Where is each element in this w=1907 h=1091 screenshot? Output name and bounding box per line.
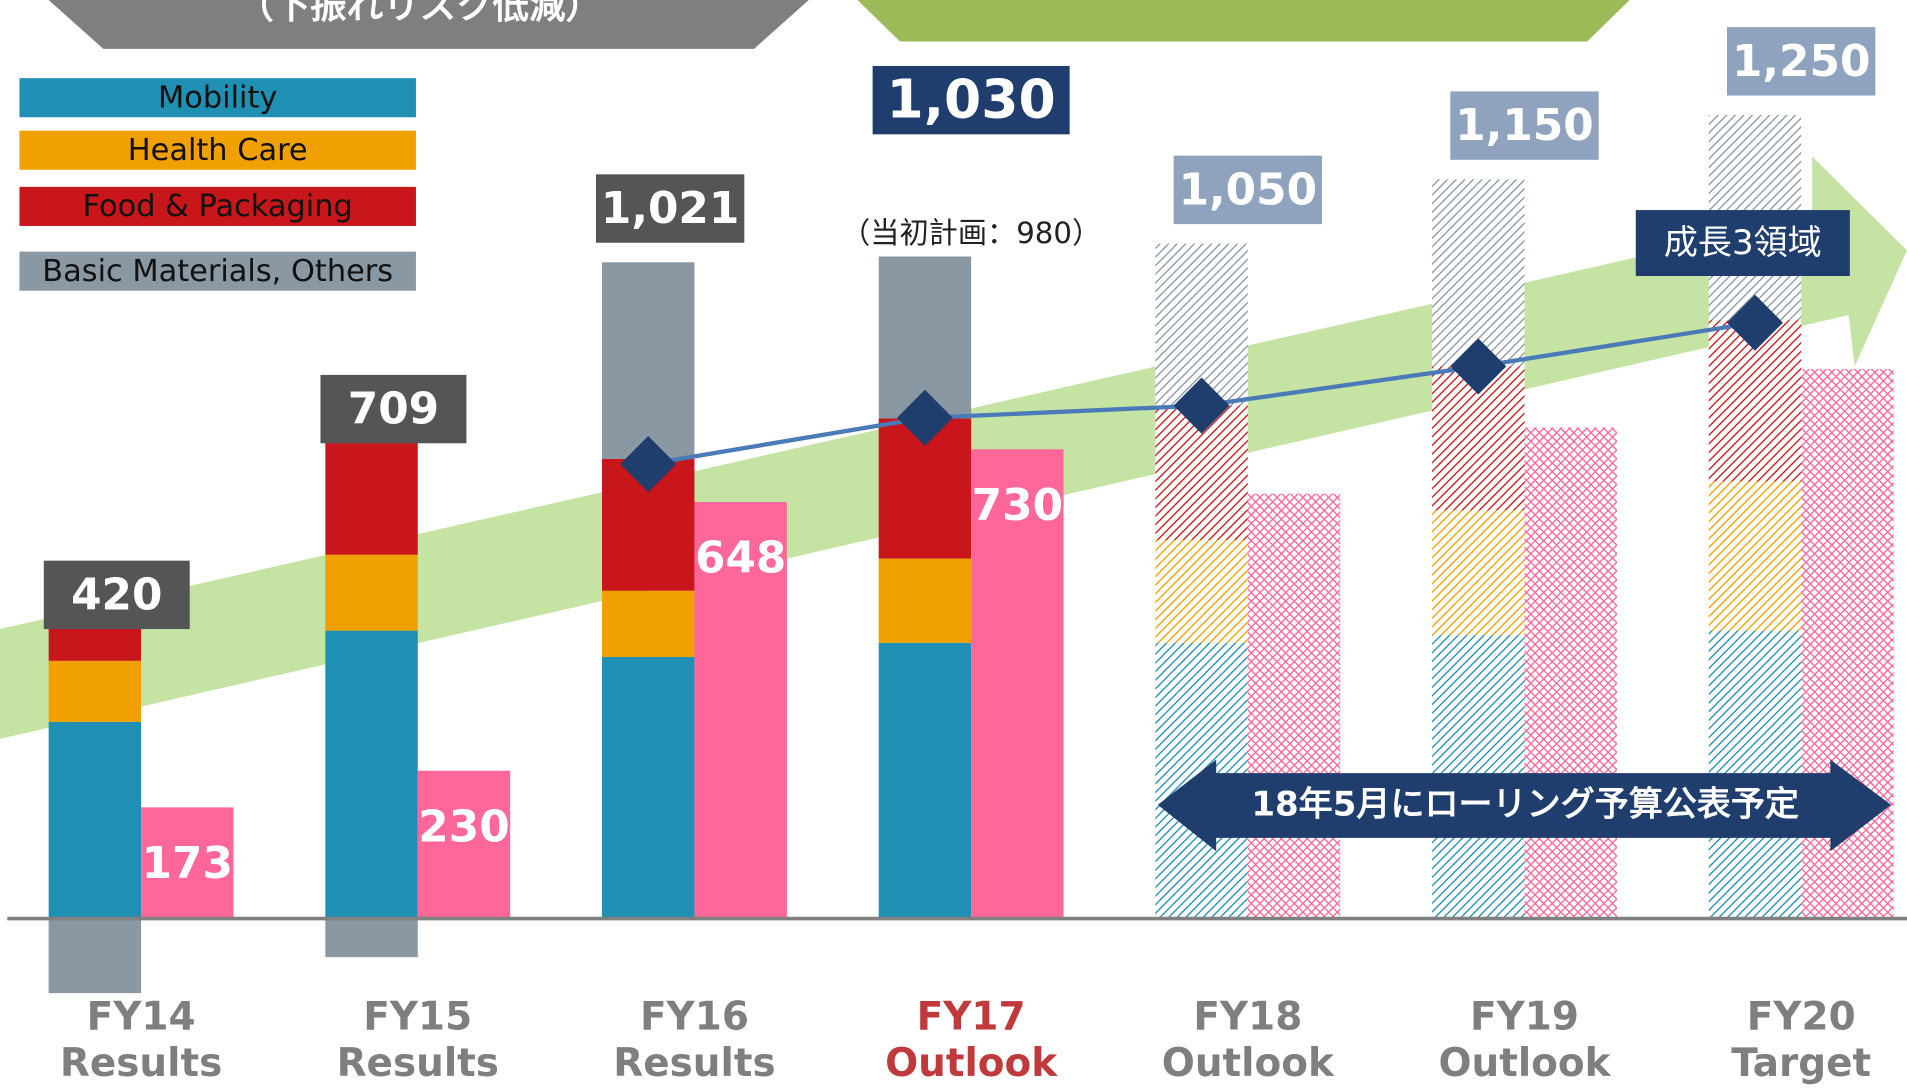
x-tick-line: Results bbox=[60, 1040, 222, 1085]
bar-segment bbox=[325, 630, 418, 919]
x-tick-label: FY14 Results bbox=[60, 994, 222, 1086]
legend-swatch bbox=[19, 130, 416, 170]
bar-segment bbox=[48, 918, 142, 994]
bar-segment bbox=[325, 918, 418, 958]
x-tick-line: FY16 bbox=[640, 994, 749, 1039]
growth-label: 成長3領域 bbox=[1664, 223, 1822, 263]
side-bar bbox=[417, 770, 511, 919]
total-label: 709 bbox=[348, 383, 439, 434]
total-box bbox=[1450, 91, 1599, 160]
trend-marker bbox=[1173, 377, 1230, 434]
side-bar bbox=[1524, 427, 1617, 919]
x-tick-line: FY18 bbox=[1193, 994, 1302, 1039]
rolling-note: 18年5月にローリング予算公表予定 bbox=[1251, 785, 1799, 825]
x-tick-label: FY17 Outlook bbox=[885, 994, 1058, 1086]
x-tick-label: FY15 Results bbox=[337, 994, 499, 1086]
bar-segment bbox=[1432, 179, 1525, 367]
x-tick-line: FY20 bbox=[1747, 994, 1856, 1039]
bar-segment bbox=[602, 262, 695, 459]
trend-marker bbox=[896, 389, 953, 446]
bar-segment bbox=[602, 590, 695, 657]
side-bar bbox=[694, 502, 787, 919]
legend-label: Mobility bbox=[158, 80, 277, 115]
total-label: 420 bbox=[71, 569, 162, 620]
bar-segment bbox=[48, 660, 142, 722]
side-bar bbox=[971, 449, 1064, 919]
side-bar-label: 648 bbox=[695, 533, 786, 584]
legend-label: Basic Materials, Others bbox=[42, 254, 393, 289]
bar-segment bbox=[878, 558, 972, 643]
growth-box bbox=[1635, 210, 1850, 277]
rolling-arrow bbox=[1157, 759, 1892, 852]
trend-marker bbox=[620, 436, 677, 493]
bar-segment bbox=[1708, 481, 1802, 631]
side-bar-label: 730 bbox=[972, 480, 1063, 531]
x-tick-line: Results bbox=[613, 1040, 775, 1085]
total-box bbox=[872, 65, 1070, 135]
total-label: 1,150 bbox=[1455, 100, 1593, 151]
total-label: 1,030 bbox=[887, 67, 1056, 130]
total-box bbox=[1173, 155, 1323, 225]
side-bar-label: 173 bbox=[142, 838, 233, 889]
total-box bbox=[595, 174, 745, 243]
x-tick-line: Target bbox=[1731, 1040, 1871, 1085]
x-tick-line: FY15 bbox=[363, 994, 472, 1039]
x-tick-line: FY14 bbox=[87, 994, 196, 1039]
trend-marker bbox=[1450, 338, 1507, 395]
bar-segment bbox=[48, 721, 142, 919]
side-bar-label: 230 bbox=[418, 801, 509, 852]
banner-left bbox=[48, 0, 809, 49]
legend-swatch bbox=[19, 78, 416, 118]
bar-segment bbox=[1155, 539, 1248, 643]
total-box bbox=[320, 374, 467, 444]
x-tick-label: FY18 Outlook bbox=[1162, 994, 1335, 1086]
x-tick-line: FY19 bbox=[1470, 994, 1579, 1039]
total-box bbox=[43, 560, 190, 630]
bar-segment bbox=[878, 642, 972, 919]
total-label: 1,050 bbox=[1179, 164, 1317, 215]
legend-swatch bbox=[19, 251, 416, 291]
x-tick-line: Outlook bbox=[1162, 1040, 1335, 1085]
banner-right bbox=[857, 0, 1630, 42]
bar-segment bbox=[325, 554, 418, 631]
bar-segment bbox=[325, 424, 418, 555]
x-tick-label: FY20 Target bbox=[1731, 994, 1871, 1086]
legend-label: Health Care bbox=[128, 133, 308, 168]
total-label: 1,021 bbox=[601, 183, 739, 234]
x-tick-label: FY19 Outlook bbox=[1438, 994, 1611, 1086]
bar-segment bbox=[1432, 510, 1525, 636]
x-tick-line: FY17 bbox=[917, 994, 1026, 1039]
legend-swatch bbox=[19, 186, 416, 226]
bar-segment bbox=[602, 656, 695, 919]
x-tick-label: FY16 Results bbox=[613, 994, 775, 1086]
x-tick-line: Results bbox=[337, 1040, 499, 1085]
total-box bbox=[1727, 27, 1876, 96]
plan-note: （当初計画：980） bbox=[841, 216, 1101, 250]
side-bar bbox=[1247, 493, 1341, 919]
side-bar bbox=[141, 807, 234, 919]
total-label: 1,250 bbox=[1732, 36, 1870, 87]
legend-label: Food & Packaging bbox=[83, 189, 353, 224]
banner-text: （下振れリスク低減） bbox=[237, 0, 602, 27]
x-tick-line: Outlook bbox=[1438, 1040, 1611, 1085]
x-tick-line: Outlook bbox=[885, 1040, 1058, 1085]
